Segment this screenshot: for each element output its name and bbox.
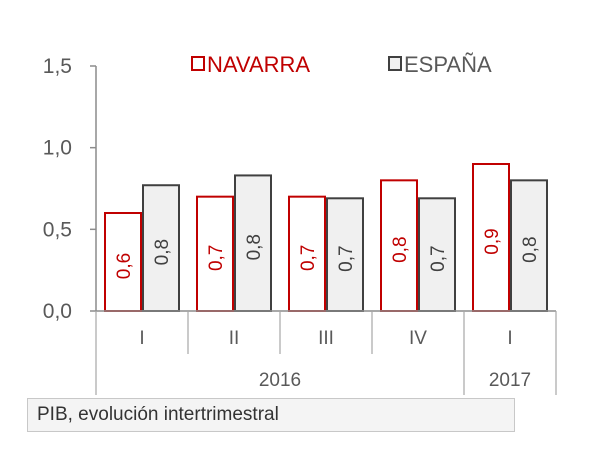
chart-caption: PIB, evolución intertrimestral	[27, 398, 515, 432]
y-tick-label: 1,5	[43, 55, 72, 78]
y-tick-label: 0,5	[43, 218, 72, 241]
legend-swatch-españa	[388, 56, 402, 71]
bar-data-label: 0,7	[298, 245, 319, 271]
legend-label: ESPAÑA	[404, 52, 492, 77]
bar-navarra	[288, 195, 326, 313]
bar-data-label: 0,6	[114, 253, 135, 279]
bar-españa	[510, 179, 548, 312]
bar-navarra	[196, 195, 234, 313]
bar-navarra	[472, 163, 510, 312]
legend-label: NAVARRA	[207, 52, 310, 77]
x-category-label: II	[229, 328, 240, 349]
bar-navarra	[380, 179, 418, 312]
bar-españa	[234, 174, 272, 312]
bar-data-label: 0,8	[244, 234, 265, 260]
x-category-label: I	[139, 328, 144, 349]
bar-data-label: 0,9	[482, 228, 503, 254]
y-tick-label: 0,0	[43, 300, 72, 323]
bar-data-label: 0,8	[520, 236, 541, 262]
x-year-label: 2017	[489, 370, 531, 391]
x-category-label: IV	[409, 328, 427, 349]
x-category-label: III	[318, 328, 334, 349]
bar-data-label: 0,7	[428, 245, 449, 271]
x-year-label: 2016	[259, 370, 301, 391]
bar-data-label: 0,7	[206, 245, 227, 271]
bar-españa	[418, 197, 456, 312]
bar-españa	[326, 197, 364, 312]
caption-text: PIB, evolución intertrimestral	[37, 404, 279, 425]
bar-navarra	[104, 212, 142, 312]
chart-svg: 0,0 0,5 1,0 1,5 0,6 0,8 0,7 0,8 0,7 0,7 0,8 0,7 0,9 0…	[43, 52, 557, 395]
legend-swatch-navarra	[191, 56, 205, 71]
bar-data-label: 0,8	[390, 236, 411, 262]
x-category-label: I	[507, 328, 512, 349]
bar-data-label: 0,7	[336, 245, 357, 271]
y-tick-label: 1,0	[43, 137, 72, 160]
bar-data-label: 0,8	[152, 239, 173, 265]
